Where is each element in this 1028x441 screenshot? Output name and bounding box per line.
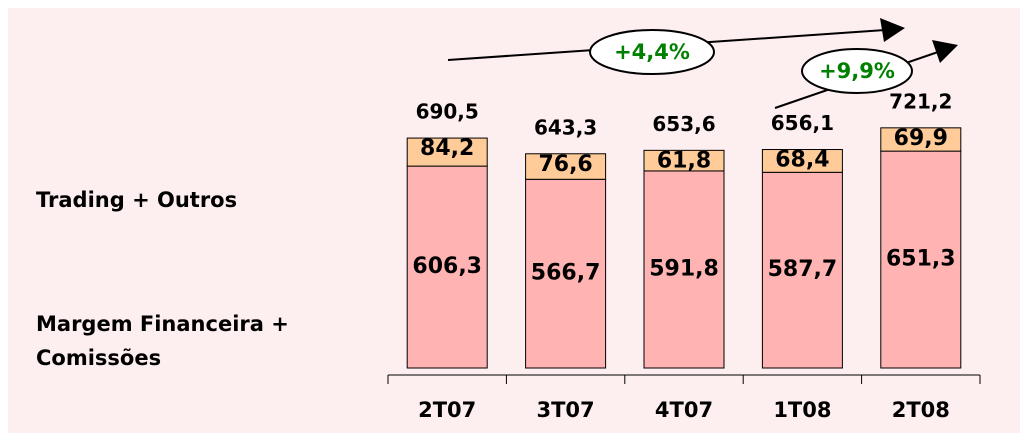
data-label: 587,7	[768, 257, 838, 282]
bar-segment	[406, 137, 488, 167]
arrow-head	[932, 40, 958, 63]
data-label: 61,8	[657, 148, 711, 173]
bar-segment	[880, 150, 962, 369]
data-label: 651,3	[886, 247, 956, 272]
data-label: 566,7	[531, 261, 601, 286]
legend-label: Margem Financeira + Comissões	[36, 312, 289, 370]
bar-segment	[880, 127, 962, 152]
x-tick-label: 2T07	[418, 398, 476, 422]
total-label: 690,5	[416, 100, 479, 124]
total-label: 721,2	[889, 89, 952, 113]
x-tick-label: 3T07	[537, 398, 595, 422]
bar-segment	[525, 153, 607, 180]
bar-segment	[761, 149, 843, 173]
arrow-head	[880, 18, 905, 42]
total-label: 653,6	[652, 112, 715, 136]
total-label: 643,3	[534, 115, 597, 139]
total-label: 656,1	[771, 111, 834, 135]
x-tick-label: 4T07	[655, 398, 713, 422]
data-label: 606,3	[412, 254, 482, 279]
annotation: +9,9%	[819, 59, 895, 83]
annotation: +4,4%	[614, 40, 690, 64]
annotation-bubble	[589, 29, 715, 75]
data-label: 69,9	[894, 126, 948, 151]
legend-label: Trading + Outros	[36, 188, 238, 212]
x-tick-label: 1T08	[773, 398, 831, 422]
data-label: 68,4	[775, 148, 829, 173]
data-label: 76,6	[538, 152, 592, 177]
bar-segment	[643, 170, 725, 369]
annotation-bubble	[801, 48, 913, 94]
data-label: 591,8	[649, 256, 719, 281]
data-label: 84,2	[420, 136, 474, 161]
bar-segment	[525, 178, 607, 369]
bar-segment	[761, 171, 843, 369]
x-tick-label: 2T08	[892, 398, 950, 422]
bar-segment	[406, 165, 488, 369]
bar-segment	[643, 149, 725, 172]
